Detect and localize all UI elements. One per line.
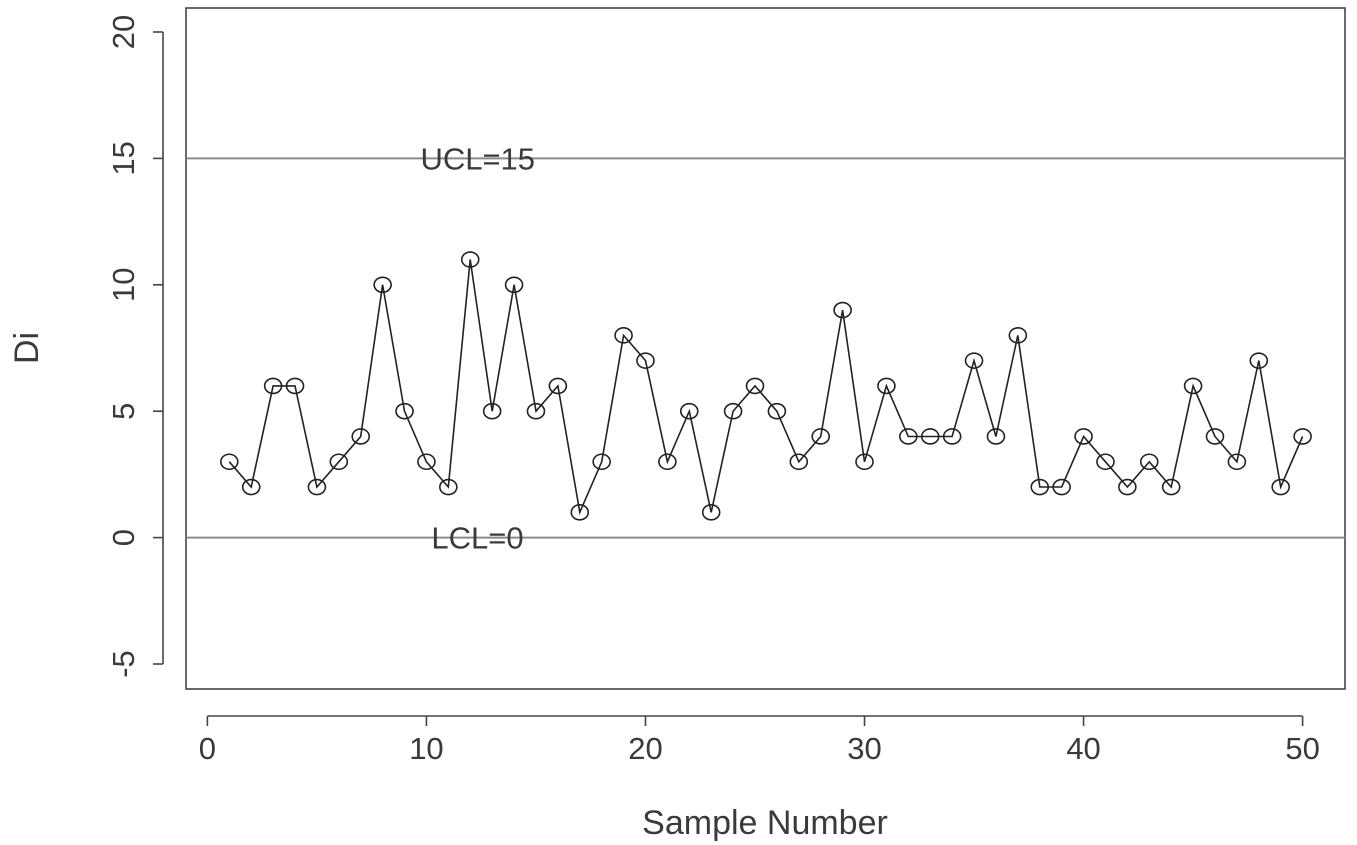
data-point (986, 428, 1006, 445)
data-point (636, 352, 655, 369)
data-point (855, 453, 874, 471)
data-point (548, 377, 568, 395)
data-point (1249, 352, 1269, 369)
x-tick-label: 50 (1285, 731, 1319, 766)
data-point (1227, 453, 1247, 471)
data-point (745, 377, 765, 395)
control-limit-lines: UCL=15 LCL=0 (186, 141, 1345, 556)
data-point (526, 402, 546, 420)
data-point (1052, 478, 1071, 496)
data-point (307, 478, 327, 496)
data-point (351, 428, 371, 445)
data-point (504, 276, 524, 294)
data-point (285, 377, 305, 395)
data-point (1139, 453, 1159, 471)
lcl-label: LCL=0 (431, 521, 523, 556)
y-tick-label: 15 (106, 141, 141, 175)
x-tick-label: 20 (628, 731, 662, 766)
data-point (767, 402, 787, 420)
data-point (964, 352, 984, 369)
data-point (811, 428, 831, 445)
data-point (1183, 377, 1203, 395)
data-point (1205, 428, 1225, 445)
plot-frame (185, 7, 1346, 690)
data-point (1096, 453, 1115, 471)
x-tick-label: 40 (1066, 731, 1100, 766)
x-tick-label: 30 (847, 731, 881, 766)
data-point (263, 377, 283, 395)
data-point (899, 428, 918, 445)
data-point (439, 478, 458, 496)
data-point (614, 327, 633, 344)
data-point (679, 402, 699, 420)
y-tick-label: 20 (106, 15, 141, 49)
x-tick-label: 0 (199, 731, 216, 766)
data-point (833, 301, 852, 319)
y-tick-label: 5 (106, 403, 141, 420)
data-point (877, 377, 896, 395)
data-point (1271, 478, 1290, 496)
data-point (241, 478, 261, 496)
data-point (1074, 428, 1093, 445)
data-point (395, 402, 414, 420)
data-point (789, 453, 809, 471)
series-line (228, 259, 1304, 516)
data-point (592, 453, 611, 471)
ucl-label: UCL=15 (420, 141, 535, 176)
y-tick-label: 10 (106, 268, 141, 302)
data-point (417, 453, 436, 471)
data-point (460, 251, 480, 268)
data-point (1030, 478, 1050, 496)
x-axis-title: Sample Number (642, 804, 888, 842)
data-point (220, 453, 239, 471)
y-tick-label: 0 (106, 529, 141, 546)
data-point (1008, 327, 1028, 344)
data-series (220, 251, 1312, 521)
x-axis: 0 10 20 30 40 50 (199, 715, 1320, 766)
data-point (1293, 428, 1312, 445)
data-point (723, 402, 743, 420)
data-point (482, 402, 502, 420)
data-point (373, 276, 392, 294)
data-point (329, 453, 349, 471)
x-tick-label: 10 (409, 731, 443, 766)
data-point (920, 428, 940, 445)
y-axis-title: Di (8, 332, 46, 364)
data-point (1118, 478, 1137, 496)
data-point (658, 453, 677, 471)
data-point (1161, 478, 1181, 496)
data-point (942, 428, 962, 445)
y-tick-label: -5 (106, 650, 141, 678)
data-point (701, 504, 721, 521)
y-axis: -5 0 5 10 15 20 (106, 15, 164, 678)
data-point (570, 504, 590, 521)
